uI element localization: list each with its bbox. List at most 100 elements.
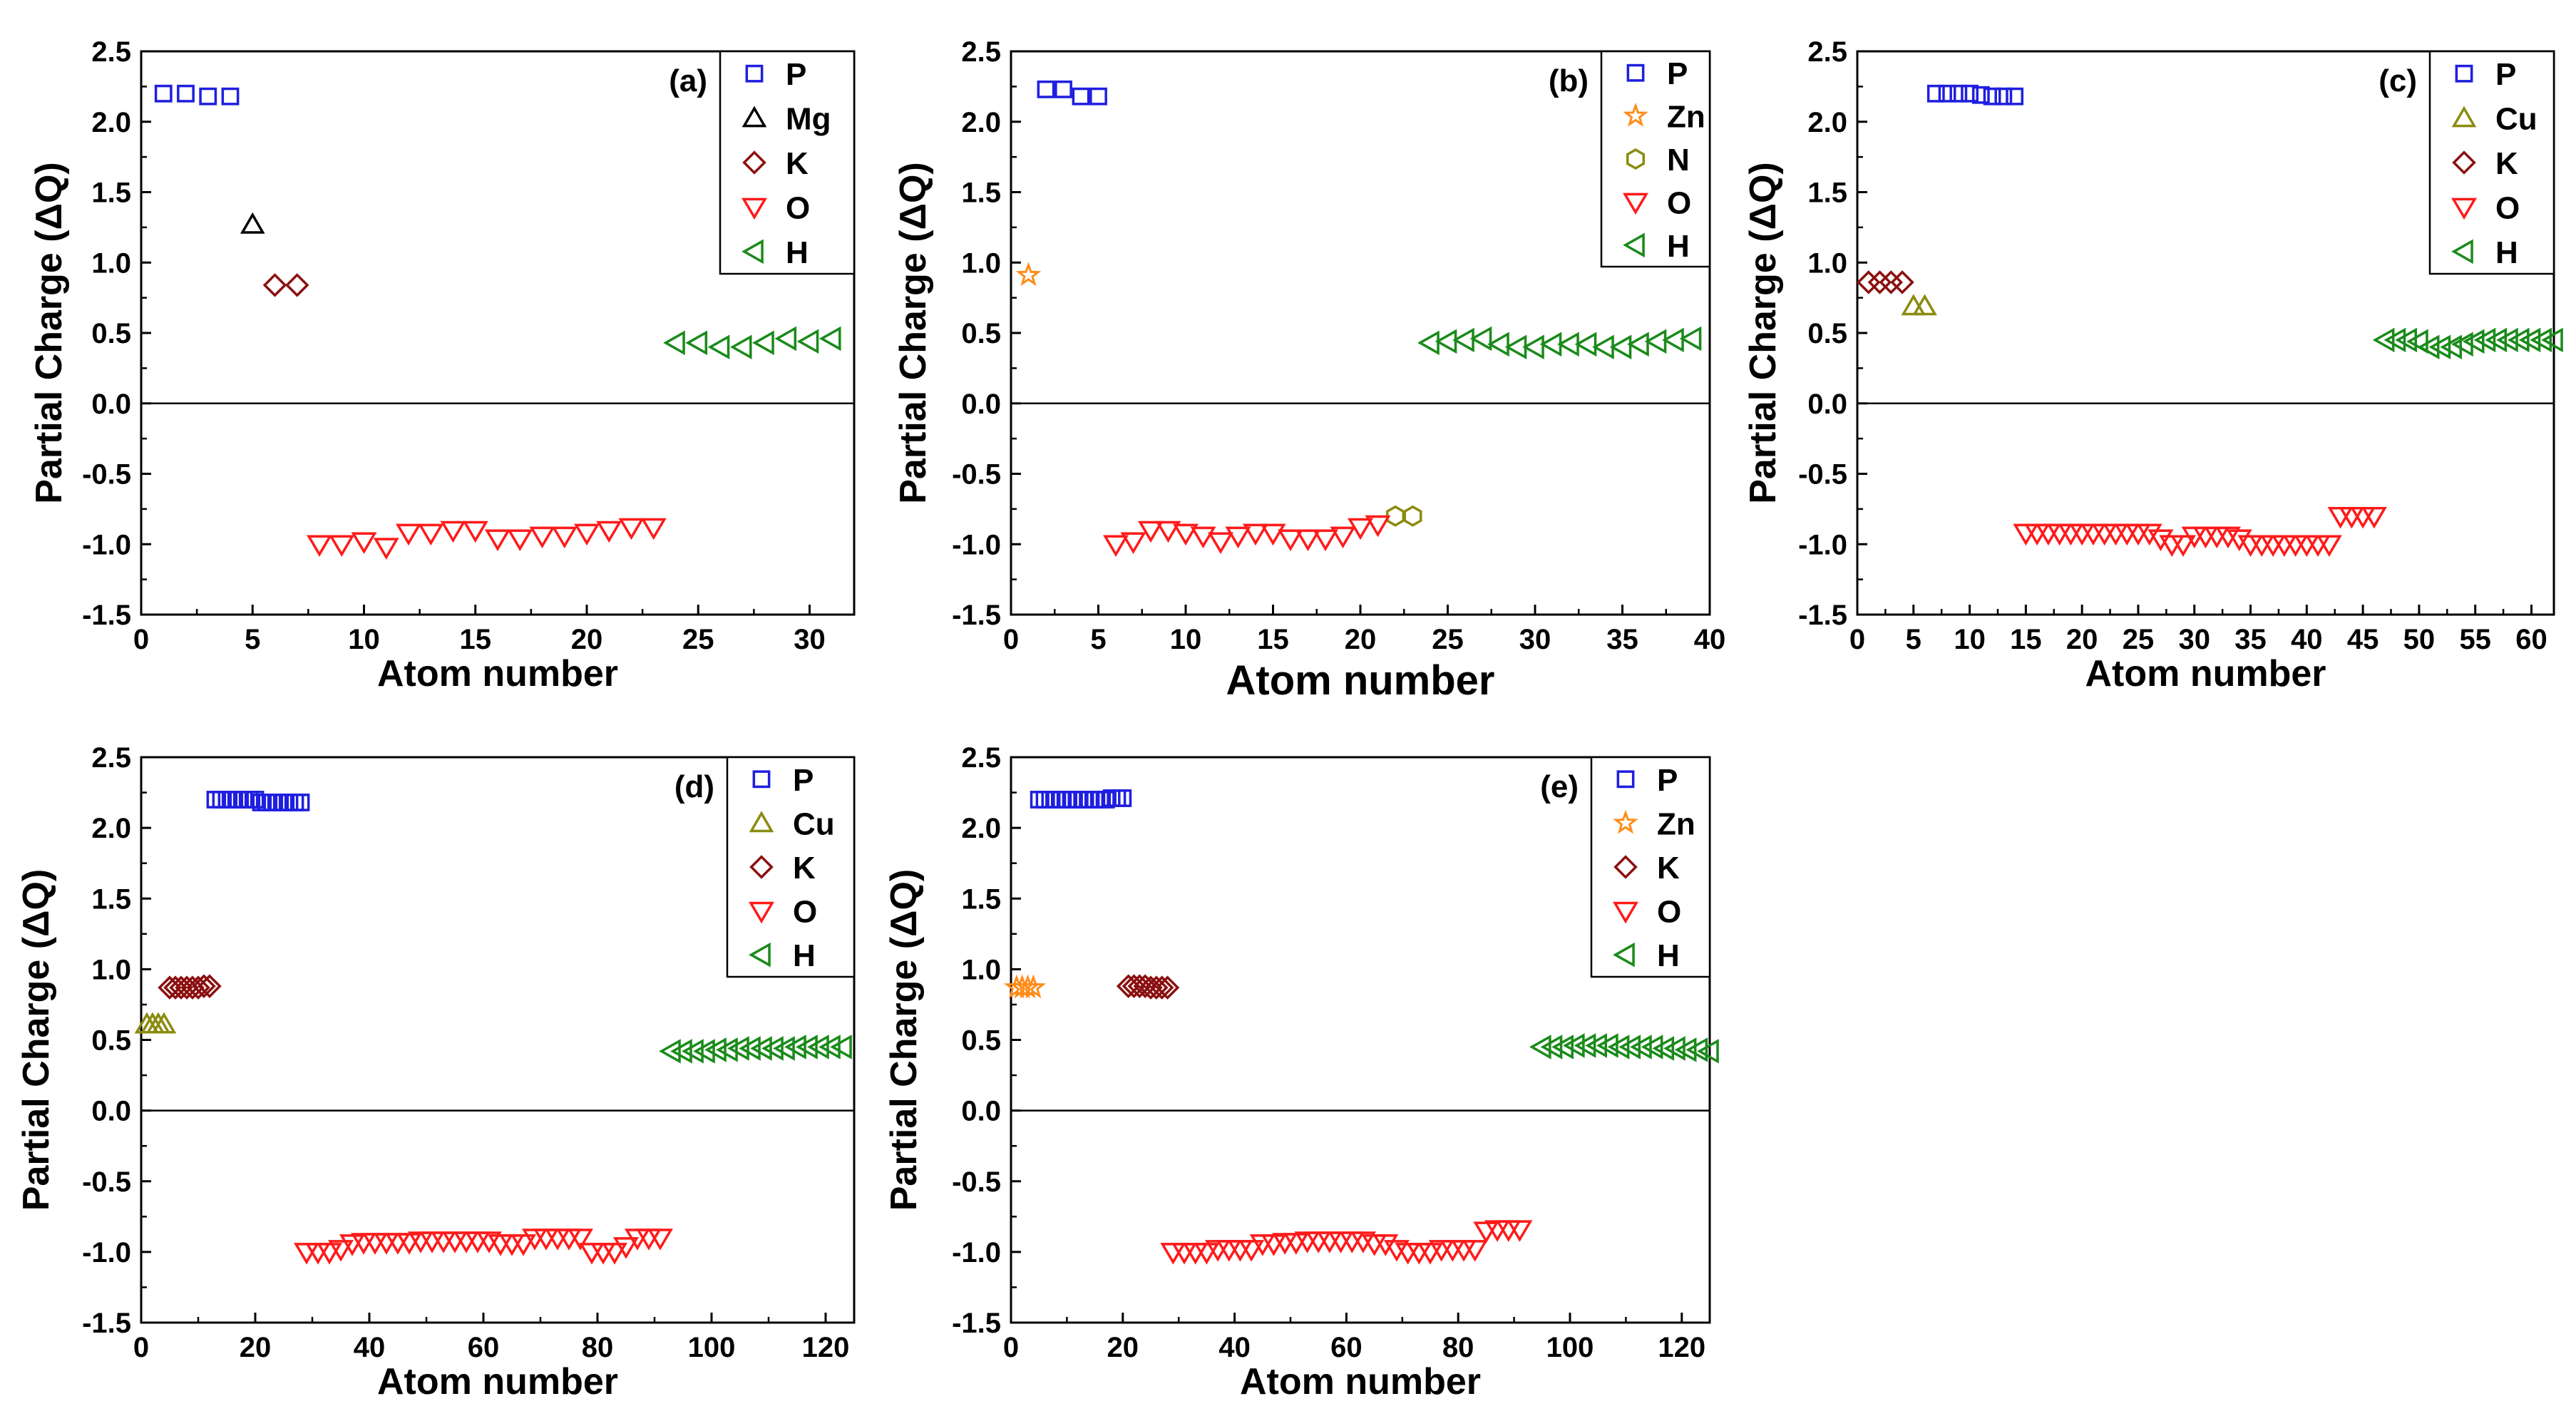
point-O <box>306 535 333 557</box>
point-P <box>1086 791 1104 809</box>
y-tick-label: 1.5 <box>961 178 1001 209</box>
y-tick-label: 2.0 <box>91 813 131 844</box>
point-O <box>2091 523 2118 546</box>
point-O <box>1194 1243 1220 1265</box>
point-O <box>2294 535 2320 557</box>
point-O <box>567 1228 594 1251</box>
point-H <box>1585 1033 1607 1058</box>
y-tick-label: 2.0 <box>961 813 1001 844</box>
point-O <box>596 520 622 543</box>
point-P <box>217 791 236 809</box>
point-O <box>1316 1231 1343 1253</box>
point-O <box>1190 526 1216 549</box>
point-H <box>819 326 841 352</box>
legend-label-K: K <box>793 851 816 886</box>
x-tick-label: 80 <box>582 1332 614 1363</box>
point-P <box>1047 791 1065 809</box>
point-O <box>618 518 645 540</box>
point-K <box>158 975 182 1000</box>
point-O <box>2339 506 2365 529</box>
point-H <box>2473 327 2496 353</box>
point-H <box>774 326 797 352</box>
point-P <box>280 794 299 811</box>
point-H <box>807 1035 829 1060</box>
x-tick-label: 60 <box>468 1332 500 1363</box>
point-K <box>284 273 309 297</box>
point-O <box>2046 523 2073 546</box>
point-O <box>329 535 355 557</box>
legend-label-O: O <box>786 190 810 225</box>
y-tick-label: 0.5 <box>961 318 1001 349</box>
point-K <box>186 975 210 1000</box>
point-O <box>2114 523 2140 546</box>
point-K <box>1149 975 1174 1000</box>
y-tick-label: 0.0 <box>961 1096 1001 1127</box>
panel-label: (a) <box>669 63 707 98</box>
point-O <box>1451 1240 1477 1262</box>
point-H <box>1540 1035 1563 1060</box>
y-tick-label: -1.0 <box>952 1237 1001 1268</box>
point-O <box>1417 1243 1444 1265</box>
legend-label-Cu: Cu <box>2495 102 2537 137</box>
point-O <box>1440 1240 1466 1262</box>
y-tick-label: -1.0 <box>82 1237 131 1268</box>
point-O <box>339 1234 366 1256</box>
point-Mg <box>240 212 265 234</box>
legend-label-Mg: Mg <box>786 102 831 137</box>
y-tick-label: -1.5 <box>1798 600 1847 631</box>
point-O <box>440 520 466 543</box>
panel-c: -1.5 -1.0 -0.5 0.0 0.5 1.0 1.5 2.0 2.5 0 5 10 15 20 25… <box>1743 36 2563 694</box>
x-tick-label: 100 <box>1546 1332 1594 1363</box>
point-K <box>1155 975 1180 1000</box>
x-tick-label: 20 <box>1345 624 1377 655</box>
point-H <box>1609 334 1632 360</box>
point-H <box>1529 1035 1551 1060</box>
point-H <box>1469 326 1492 352</box>
x-tick-label: 50 <box>2403 624 2436 655</box>
point-O <box>2125 523 2151 546</box>
y-tick-label: -1.5 <box>952 600 1001 631</box>
point-O <box>1330 526 1356 549</box>
x-tick-label: 20 <box>1107 1332 1139 1363</box>
y-tick-label: 2.5 <box>961 742 1001 774</box>
x-axis-title: Atom number <box>2085 653 2326 694</box>
legend-marker-O <box>1622 193 1649 215</box>
y-tick-label: 0.0 <box>91 389 131 420</box>
point-P <box>1114 789 1132 807</box>
legend-marker-Cu <box>749 811 774 833</box>
legend-label-Cu: Cu <box>793 806 835 841</box>
legend-label-H: H <box>1657 938 1680 973</box>
y-tick-label: 1.5 <box>1807 178 1847 209</box>
point-O <box>1120 532 1146 555</box>
x-tick-label: 120 <box>802 1332 850 1363</box>
x-axis-title: Atom number <box>1240 1361 1481 1402</box>
point-H <box>2485 327 2508 353</box>
point-H <box>739 1036 761 1061</box>
y-tick-label: 2.5 <box>91 36 131 68</box>
point-H <box>2372 327 2395 353</box>
point-O <box>1227 1240 1253 1262</box>
legend-marker-O <box>2451 198 2478 220</box>
point-H <box>2395 327 2417 353</box>
x-tick-label: 60 <box>2515 624 2547 655</box>
x-tick-label: 0 <box>133 624 149 655</box>
x-tick-label: 5 <box>1090 624 1106 655</box>
point-O <box>1182 1243 1209 1265</box>
panel-label: (e) <box>1540 769 1579 804</box>
point-O <box>1312 529 1339 552</box>
panel-e: -1.5 -1.0 -0.5 0.0 0.5 1.0 1.5 2.0 2.5 0 20 40 60 80 1… <box>883 742 1719 1402</box>
point-H <box>1679 326 1702 352</box>
legend-marker-H <box>749 942 771 968</box>
x-tick-label: 45 <box>2347 624 2379 655</box>
point-H <box>1522 334 1544 360</box>
point-H <box>2530 327 2552 353</box>
x-tick-label: 5 <box>245 624 260 655</box>
point-K <box>1139 975 1163 1000</box>
point-H <box>2507 327 2530 353</box>
point-O <box>551 526 578 549</box>
point-H <box>1685 1037 1708 1062</box>
point-H <box>1697 1039 1719 1064</box>
point-Zn <box>1015 262 1042 287</box>
point-O <box>1171 1243 1198 1265</box>
legend-marker-H <box>742 239 764 265</box>
